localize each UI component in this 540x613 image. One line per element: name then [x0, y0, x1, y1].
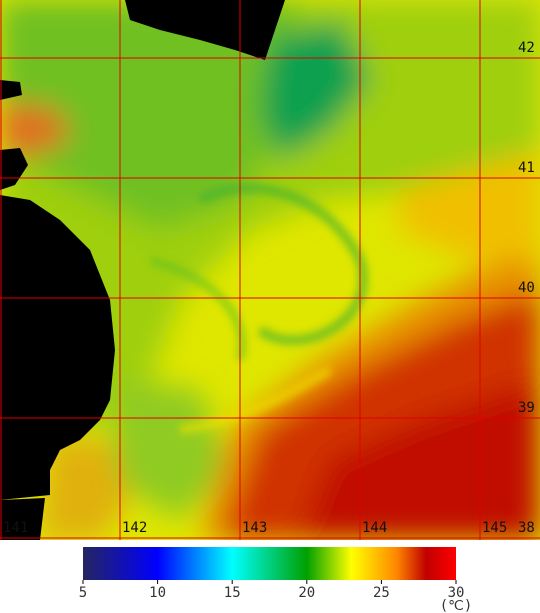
colorbar: 5 10 15 20 25 30(℃) — [79, 547, 473, 613]
lon-label: 145 — [482, 520, 507, 536]
lon-label: 142 — [122, 520, 147, 536]
graticule: 141 142 143 144 145 38 39 40 41 42 — [0, 0, 540, 540]
lat-label: 38 — [518, 520, 535, 536]
lat-label: 41 — [518, 160, 535, 176]
lon-label: 141 — [3, 520, 28, 536]
lat-label: 42 — [518, 40, 535, 56]
lon-label: 143 — [242, 520, 267, 536]
colorbar-tick-label: 15 — [224, 585, 241, 601]
land-mask — [0, 0, 285, 540]
colorbar-tick-label: 25 — [373, 585, 390, 601]
colorbar-tick-label: 5 — [79, 585, 87, 601]
colorbar-tick-label: 10 — [149, 585, 166, 601]
colorbar-unit: (℃) — [440, 598, 473, 613]
colorbar-tick-label: 20 — [298, 585, 315, 601]
colorbar-scale — [83, 547, 456, 580]
lon-label: 144 — [362, 520, 387, 536]
colorbar-tick-label: 30 — [448, 585, 465, 601]
lat-label: 39 — [518, 400, 535, 416]
lat-label: 40 — [518, 280, 535, 296]
sst-field — [0, 0, 540, 540]
